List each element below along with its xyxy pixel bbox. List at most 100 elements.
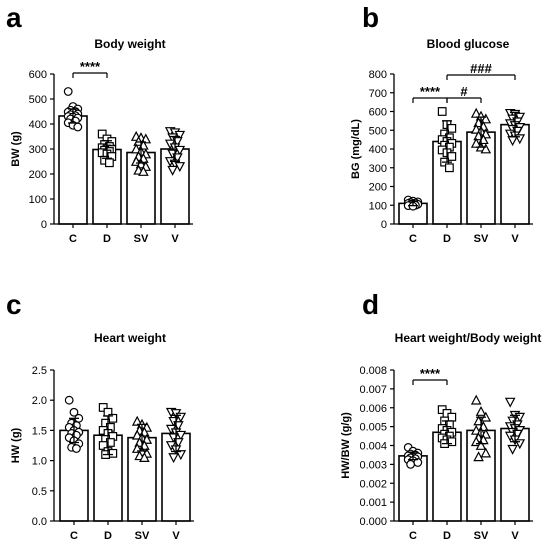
- significance-label: ###: [470, 61, 492, 76]
- bar-C: [58, 115, 88, 225]
- data-point-C: [406, 459, 416, 469]
- significance-bracket: ###: [446, 61, 516, 80]
- panel-letter: b: [362, 2, 379, 33]
- y-tick-label: 100: [369, 200, 387, 212]
- y-tick-label: 0: [381, 219, 387, 231]
- x-tick-label: C: [409, 233, 417, 245]
- data-point-D: [98, 403, 108, 412]
- data-point-SV: [480, 447, 492, 458]
- data-point-SV: [138, 165, 149, 176]
- significance-label: ****: [420, 366, 441, 381]
- y-tick-label: 0.001: [359, 497, 387, 509]
- y-tick-label: 1.0: [32, 456, 47, 468]
- x-tick-label: D: [443, 530, 451, 542]
- y-tick-label: 0.000: [359, 516, 387, 528]
- y-tick-label: 0.005: [359, 422, 387, 434]
- x-tick-label: V: [172, 530, 180, 542]
- x-tick-label: D: [443, 233, 451, 245]
- data-point-SV: [480, 143, 492, 154]
- data-point-D: [437, 107, 447, 116]
- y-tick-label: 2.5: [32, 365, 47, 377]
- data-point-D: [97, 129, 107, 139]
- data-point-V: [174, 145, 186, 156]
- x-tick-label: D: [104, 530, 112, 542]
- data-point-SV: [131, 429, 143, 440]
- significance-bracket: ****: [412, 84, 448, 103]
- y-tick-label: 2.0: [32, 395, 47, 407]
- data-point-V: [175, 450, 187, 461]
- x-tick-label: D: [103, 233, 111, 245]
- y-axis-label: HW (g): [10, 427, 22, 463]
- panel-letter: c: [6, 289, 22, 320]
- data-point-C: [73, 122, 83, 132]
- data-point-D: [104, 158, 114, 168]
- significance-label: #: [460, 84, 468, 99]
- y-tick-label: 300: [29, 144, 47, 156]
- data-point-SV: [131, 415, 143, 426]
- y-tick-label: 0.5: [32, 486, 47, 498]
- y-tick-label: 500: [369, 125, 387, 137]
- x-tick-label: SV: [135, 530, 150, 542]
- data-point-V: [168, 453, 179, 464]
- data-point-C: [71, 444, 81, 453]
- x-tick-label: SV: [474, 530, 489, 542]
- x-tick-label: C: [69, 233, 77, 245]
- y-tick-label: 800: [369, 69, 387, 81]
- significance-label: ****: [80, 59, 101, 74]
- data-point-V: [167, 165, 178, 176]
- data-point-D: [447, 412, 457, 422]
- y-axis-label: HW/BW (g/g): [340, 412, 352, 479]
- y-tick-label: 600: [29, 69, 47, 81]
- y-tick-label: 200: [29, 169, 47, 181]
- chart-title: Heart weight/Body weight: [395, 331, 542, 345]
- significance-bracket: #: [446, 84, 482, 103]
- x-tick-label: SV: [474, 233, 489, 245]
- panel-letter: a: [6, 2, 22, 33]
- y-axis-label: BG (mg/dL): [350, 119, 362, 179]
- data-point-V: [174, 162, 186, 173]
- y-tick-label: 0.004: [359, 441, 387, 453]
- data-point-SV: [473, 451, 484, 462]
- data-point-D: [447, 437, 457, 447]
- x-tick-label: V: [511, 530, 519, 542]
- significance-label: ****: [420, 84, 441, 99]
- data-point-D: [447, 123, 457, 133]
- panel-letter: d: [362, 289, 379, 320]
- data-point-C: [63, 87, 73, 96]
- y-tick-label: 500: [29, 94, 47, 106]
- y-tick-label: 0.0: [32, 516, 47, 528]
- significance-bracket: ****: [72, 59, 108, 78]
- y-tick-label: 0.003: [359, 459, 387, 471]
- y-tick-label: 0: [41, 219, 47, 231]
- data-point-SV: [130, 143, 142, 154]
- y-tick-label: 1.5: [32, 425, 47, 437]
- x-tick-label: V: [511, 233, 519, 245]
- y-tick-label: 0.006: [359, 403, 387, 415]
- data-point-V: [507, 444, 518, 455]
- y-tick-label: 400: [29, 119, 47, 131]
- data-point-SV: [475, 439, 487, 450]
- chart-title: Body weight: [94, 37, 165, 51]
- data-point-SV: [139, 452, 150, 462]
- x-tick-label: C: [70, 530, 78, 542]
- data-point-D: [108, 448, 118, 458]
- panel-a: a Body weight BW (g) 0 100 200 300 400 500 600 C D S…: [6, 2, 193, 245]
- chart-title: Blood glucose: [427, 37, 510, 51]
- x-tick-label: SV: [134, 233, 149, 245]
- significance-bracket: ****: [412, 366, 448, 385]
- y-tick-label: 0.008: [359, 365, 387, 377]
- x-tick-label: C: [409, 530, 417, 542]
- y-tick-label: 600: [369, 107, 387, 119]
- data-point-V: [504, 397, 516, 408]
- y-tick-label: 100: [29, 194, 47, 206]
- panel-c: c Heart weight HW (g) 0.0 0.5 1.0 1.5 2.0 2.5 C D S…: [6, 289, 194, 542]
- data-point-D: [98, 441, 108, 450]
- data-point-SV: [475, 405, 487, 416]
- panel-b: b Blood glucose BG (mg/dL) 0 100 200 300 400 500…: [350, 2, 533, 245]
- data-point-D: [108, 413, 118, 423]
- x-tick-label: V: [171, 233, 179, 245]
- data-point-C: [69, 407, 79, 417]
- data-point-C: [64, 395, 74, 405]
- data-point-D: [447, 152, 457, 161]
